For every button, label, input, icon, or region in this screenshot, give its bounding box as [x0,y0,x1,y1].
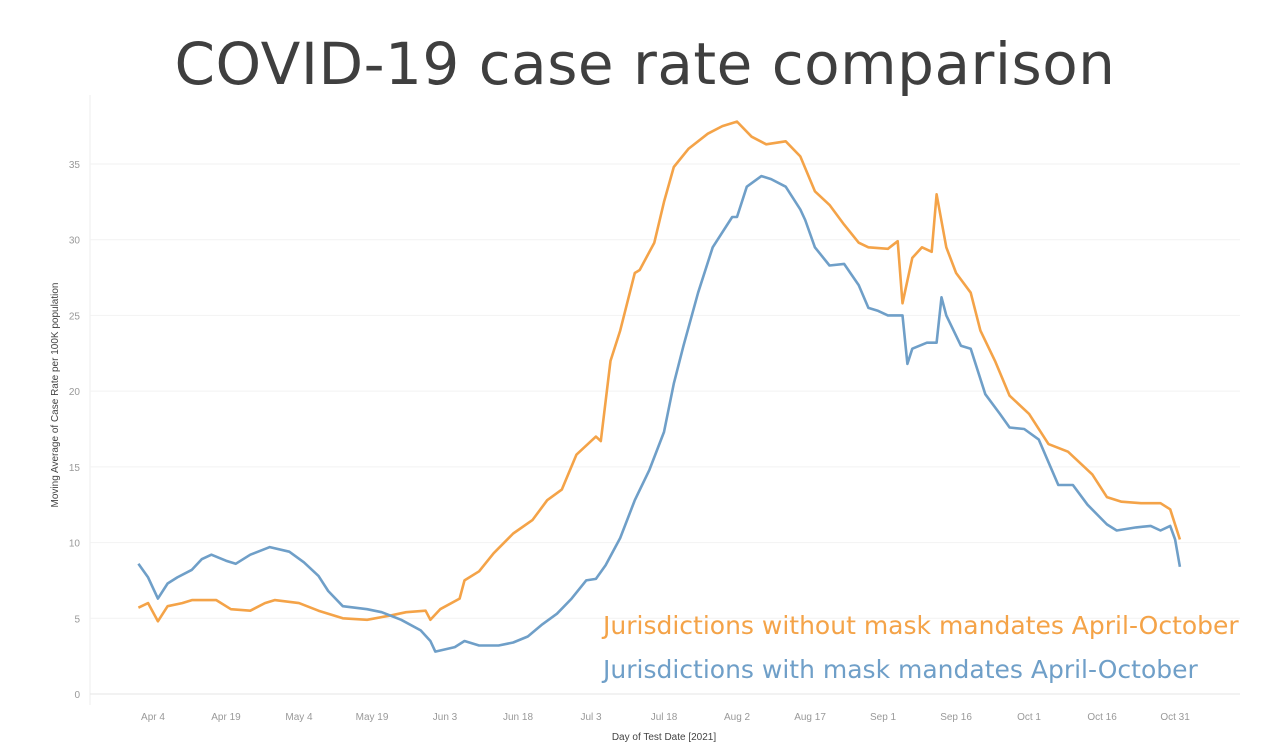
y-tick-label: 15 [69,463,81,474]
x-tick-label: Oct 16 [1087,712,1117,723]
y-tick-label: 30 [69,236,81,247]
x-tick-label: Jul 3 [580,712,602,723]
x-tick-label: Jun 3 [433,712,458,723]
gridlines [89,95,1240,705]
legend-entry-with-mandates: Jurisdictions with mask mandates April-O… [601,655,1198,684]
y-tick-label: 35 [69,160,81,171]
y-tick-label: 5 [74,614,80,625]
legend-entry-without-mandates: Jurisdictions without mask mandates Apri… [601,611,1239,640]
x-tick-label: Aug 2 [724,712,751,723]
x-tick-label: Jun 18 [503,712,533,723]
x-tick-label: Aug 17 [794,712,826,723]
x-tick-label: May 19 [356,712,389,723]
x-tick-label: Oct 1 [1017,712,1041,723]
x-tick-label: Apr 19 [211,712,241,723]
chart-title: COVID-19 case rate comparison [174,30,1116,98]
x-tick-label: Oct 31 [1160,712,1190,723]
y-tick-label: 10 [69,539,81,550]
series-line-with-mandates [137,174,1182,653]
x-axis-label: Day of Test Date [2021] [612,732,717,743]
x-tick-label: Jul 18 [651,712,678,723]
x-tick-label: Apr 4 [141,712,165,723]
y-axis-label: Moving Average of Case Rate per 100K pop… [50,283,61,508]
x-tick-label: Sep 16 [940,712,972,723]
y-tick-label: 0 [74,690,80,701]
x-tick-label: Sep 1 [870,712,897,723]
x-axis-ticks: Apr 4 Apr 19 May 4 May 19 Jun 3 Jun 18 Jul 3 Ju… [141,712,1190,723]
series-line-without-mandates [137,120,1182,623]
y-tick-label: 25 [69,311,81,322]
y-tick-label: 20 [69,387,81,398]
x-tick-label: May 4 [285,712,313,723]
y-axis-ticks: 0 5 10 15 20 25 30 35 [69,160,81,701]
series-lines [137,120,1182,653]
